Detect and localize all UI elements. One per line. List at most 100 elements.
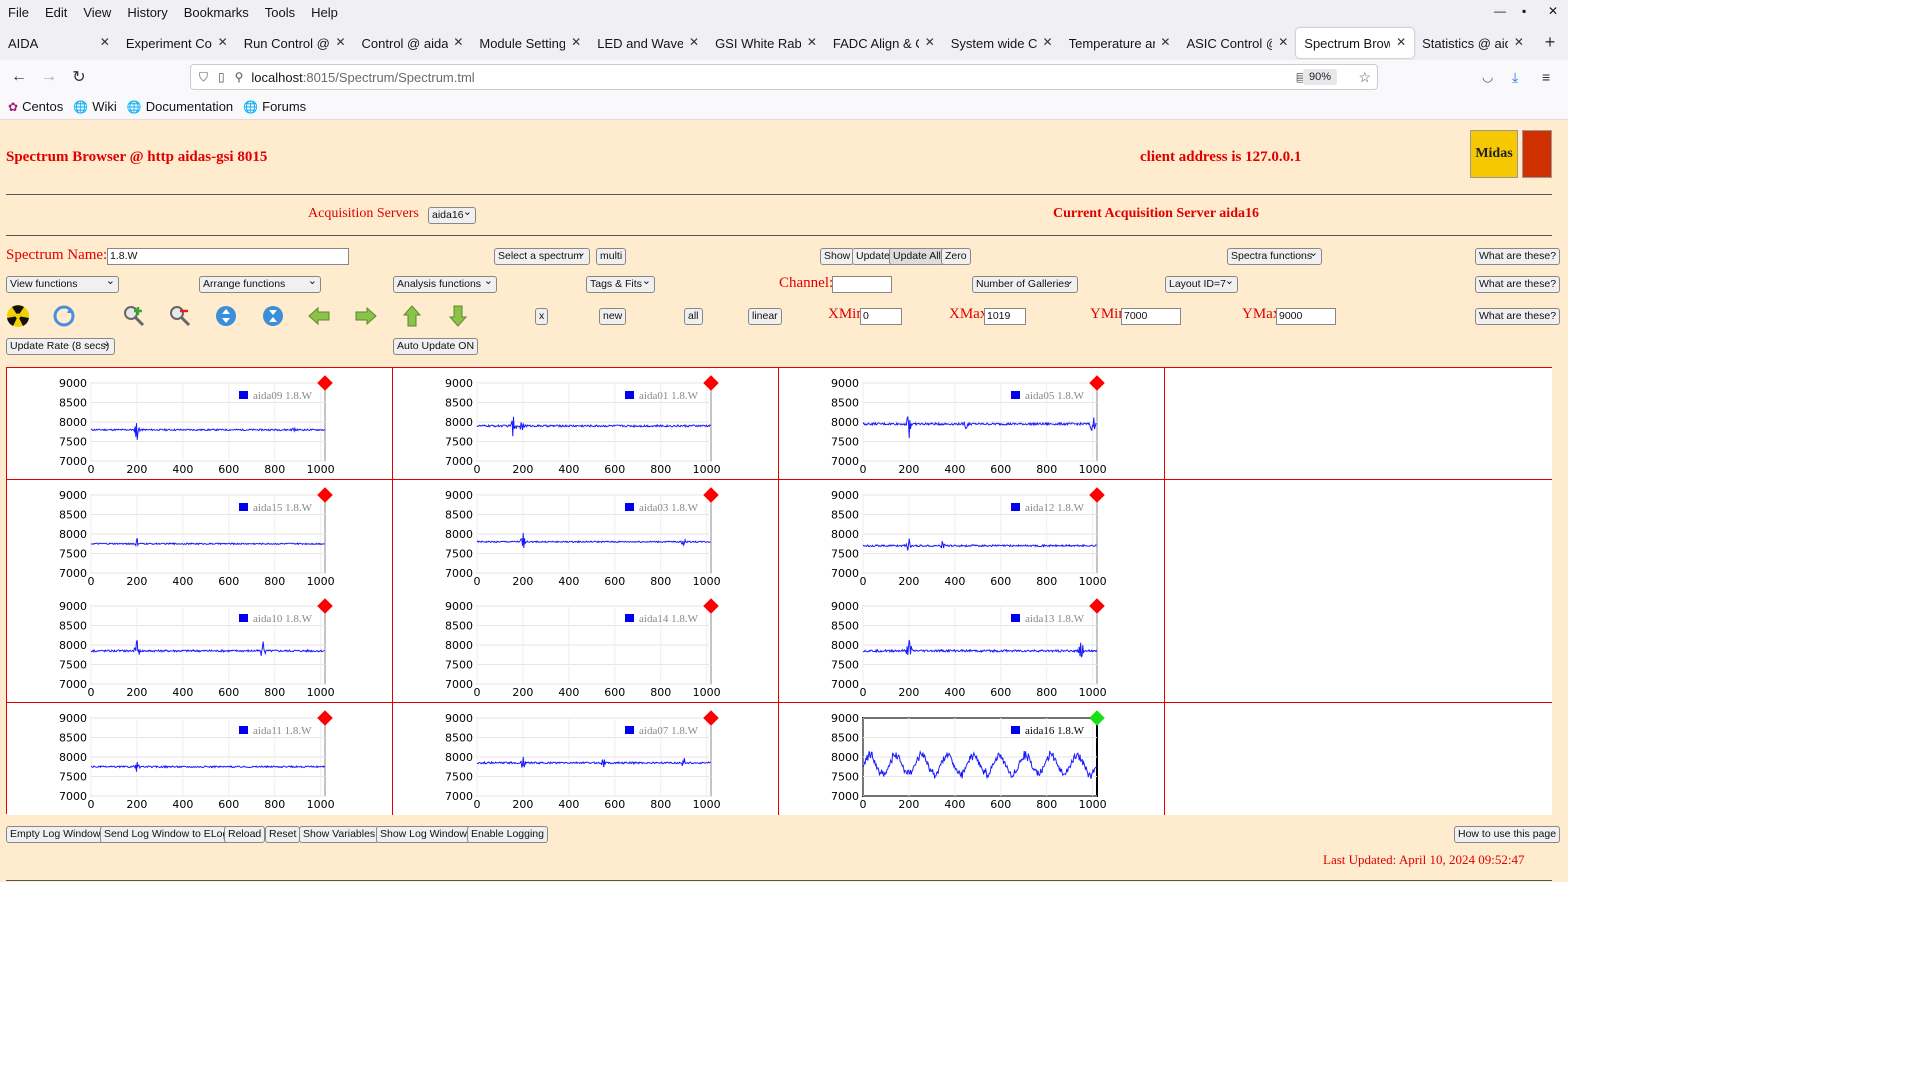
spectrum-name-input[interactable]: 1.8.W — [107, 248, 349, 265]
gallery-cell[interactable]: 7000 7500 8000 8500 9000 0 200 400 600 800 1000 aid… — [779, 480, 1165, 592]
status-diamond-icon[interactable] — [1089, 598, 1105, 614]
close-window-icon[interactable]: ✕ — [1548, 4, 1559, 18]
gallery-cell[interactable]: 7000 7500 8000 8500 9000 0 200 400 600 800 1000 aid… — [393, 368, 779, 480]
zoom-in-icon[interactable] — [122, 304, 146, 328]
footer-button-0[interactable]: Empty Log Window — [6, 826, 105, 843]
shield-icon[interactable]: ⛉ — [199, 69, 209, 84]
back-icon[interactable]: ← — [11, 68, 27, 85]
tab-12[interactable]: Statistics @ aida ✕ — [1414, 28, 1532, 58]
close-tab-icon[interactable]: ✕ — [217, 35, 228, 49]
zero-button[interactable]: Zero — [941, 248, 971, 265]
gallery-cell[interactable]: 7000 7500 8000 8500 9000 0 200 400 600 800 1000 aid… — [779, 368, 1165, 480]
ymin-input[interactable]: 7000 — [1121, 308, 1181, 325]
connection-icon[interactable]: ⚲ — [234, 70, 244, 84]
what-are-these-button[interactable]: What are these? — [1475, 248, 1561, 265]
gallery-cell[interactable]: 7000 7500 8000 8500 9000 0 200 400 600 800 1000 aid… — [779, 591, 1165, 703]
close-tab-icon[interactable]: ✕ — [924, 35, 935, 49]
menu-help[interactable]: Help — [311, 4, 338, 20]
tab-4[interactable]: Module Settings ✕ — [471, 28, 589, 58]
gallery-cell[interactable]: 7000 7500 8000 8500 9000 0 200 400 600 800 1000 aid… — [7, 368, 393, 480]
bookmark-centos[interactable]: ✿ Centos — [8, 99, 63, 114]
what-are-these-button[interactable]: What are these? — [1475, 276, 1561, 293]
gallery-cell[interactable]: 7000 7500 8000 8500 9000 0 200 400 600 800 1000 aid… — [7, 591, 393, 703]
menu-tools[interactable]: Tools — [264, 4, 296, 20]
spectra-functions-dropdown[interactable]: Spectra functions — [1227, 246, 1322, 265]
menu-view[interactable]: View — [83, 4, 112, 20]
gallery-cell[interactable]: 7000 7500 8000 8500 9000 0 200 400 600 800 1000 aid… — [393, 703, 779, 815]
menu-edit[interactable]: Edit — [44, 4, 68, 20]
pocket-icon[interactable]: ◡ — [1482, 69, 1494, 84]
view-functions-dropdown[interactable]: View functions — [6, 274, 119, 293]
expand-vertical-icon[interactable] — [214, 304, 238, 328]
bookmark-forums[interactable]: 🌐 Forums — [243, 99, 306, 114]
zoom-level[interactable]: 90% — [1302, 69, 1337, 85]
footer-button-1[interactable]: Send Log Window to ELog — [100, 826, 233, 843]
status-diamond-icon[interactable] — [1089, 375, 1105, 391]
spectrum-chart[interactable]: 7000 7500 8000 8500 9000 0 200 400 600 800 1000 aid… — [393, 591, 779, 701]
minimize-icon[interactable]: — — [1494, 4, 1506, 18]
gallery-cell[interactable]: 7000 7500 8000 8500 9000 0 200 400 600 800 1000 aid… — [393, 591, 779, 703]
analysis-functions-dropdown[interactable]: Analysis functions — [393, 274, 497, 293]
close-tab-icon[interactable]: ✕ — [1513, 35, 1524, 49]
footer-button-4[interactable]: Show Variables — [299, 826, 380, 843]
spectrum-chart[interactable]: 7000 7500 8000 8500 9000 0 200 400 600 800 1000 aid… — [779, 480, 1165, 590]
tab-9[interactable]: Temperature and ✕ — [1061, 28, 1179, 58]
close-tab-icon[interactable]: ✕ — [335, 35, 346, 49]
number-of-galleries-dropdown[interactable]: Number of Galleries — [972, 274, 1078, 293]
spectrum-chart[interactable]: 7000 7500 8000 8500 9000 0 200 400 600 800 1000 aid… — [779, 368, 1165, 478]
close-tab-icon[interactable]: ✕ — [1042, 35, 1053, 49]
select-spectrum-dropdown[interactable]: Select a spectrum — [494, 246, 590, 265]
arrow-left-icon[interactable] — [307, 304, 331, 328]
compress-vertical-icon[interactable] — [261, 304, 285, 328]
ymax-input[interactable]: 9000 — [1276, 308, 1336, 325]
footer-button-3[interactable]: Reset — [265, 826, 301, 843]
bookmark-wiki[interactable]: 🌐 Wiki — [73, 99, 117, 114]
new-button[interactable]: new — [599, 308, 627, 325]
update-all-button[interactable]: Update All — [889, 248, 945, 265]
close-tab-icon[interactable]: ✕ — [1160, 35, 1171, 49]
arrow-right-icon[interactable] — [354, 304, 378, 328]
multi-button[interactable]: multi — [596, 248, 627, 265]
spectrum-chart[interactable]: 7000 7500 8000 8500 9000 0 200 400 600 800 1000 aid… — [393, 703, 779, 813]
close-tab-icon[interactable]: ✕ — [689, 35, 700, 49]
menu-bookmarks[interactable]: Bookmarks — [183, 4, 249, 20]
menu-history[interactable]: History — [127, 4, 168, 20]
close-tab-icon[interactable]: ✕ — [453, 35, 464, 49]
new-tab-icon[interactable]: + — [1544, 31, 1556, 52]
update-button[interactable]: Update — [852, 248, 894, 265]
close-tab-icon[interactable]: ✕ — [99, 35, 110, 49]
forward-icon[interactable]: → — [41, 68, 57, 85]
spectrum-chart[interactable]: 7000 7500 8000 8500 9000 0 200 400 600 800 1000 aid… — [779, 703, 1165, 813]
tab-1[interactable]: Experiment Cont ✕ — [118, 28, 236, 58]
tab-11[interactable]: Spectrum Brows ✕ — [1296, 28, 1415, 58]
status-diamond-icon[interactable] — [1089, 487, 1105, 503]
tags-fits-dropdown[interactable]: Tags & Fits — [586, 274, 655, 293]
tab-10[interactable]: ASIC Control @ a ✕ — [1178, 28, 1296, 58]
close-tab-icon[interactable]: ✕ — [571, 35, 582, 49]
spectrum-chart[interactable]: 7000 7500 8000 8500 9000 0 200 400 600 800 1000 aid… — [7, 480, 393, 590]
arrow-up-icon[interactable] — [400, 304, 424, 328]
status-diamond-icon[interactable] — [1089, 710, 1105, 726]
gallery-cell[interactable]: 7000 7500 8000 8500 9000 0 200 400 600 800 1000 aid… — [7, 703, 393, 815]
tab-5[interactable]: LED and Wavefor ✕ — [589, 28, 707, 58]
reader-icon[interactable]: ▤ — [1295, 70, 1307, 84]
channel-input[interactable] — [832, 276, 892, 293]
tab-3[interactable]: Control @ aidas ✕ — [354, 28, 472, 58]
zoom-out-icon[interactable] — [168, 304, 192, 328]
tab-0[interactable]: AIDA ✕ — [0, 28, 118, 58]
gallery-cell[interactable]: 7000 7500 8000 8500 9000 0 200 400 600 800 1000 aid… — [7, 480, 393, 592]
spectrum-chart[interactable]: 7000 7500 8000 8500 9000 0 200 400 600 800 1000 aid… — [393, 480, 779, 590]
layout-dropdown[interactable]: Layout ID=7 — [1165, 274, 1238, 293]
spectrum-chart[interactable]: 7000 7500 8000 8500 9000 0 200 400 600 800 1000 aid… — [7, 368, 393, 478]
gallery-cell[interactable]: 7000 7500 8000 8500 9000 0 200 400 600 800 1000 aid… — [779, 703, 1165, 815]
arrow-down-icon[interactable] — [446, 304, 470, 328]
footer-button-2[interactable]: Reload — [224, 826, 266, 843]
tab-6[interactable]: GSI White Rabbit ✕ — [707, 28, 825, 58]
footer-button-5[interactable]: Show Log Window — [376, 826, 471, 843]
auto-update-button[interactable]: Auto Update ON — [393, 338, 479, 355]
close-tab-icon[interactable]: ✕ — [1396, 35, 1407, 49]
maximize-icon[interactable]: ▪ — [1522, 4, 1527, 18]
spectrum-chart[interactable]: 7000 7500 8000 8500 9000 0 200 400 600 800 1000 aid… — [393, 368, 779, 478]
all-button[interactable]: all — [684, 308, 703, 325]
xmin-input[interactable]: 0 — [860, 308, 902, 325]
